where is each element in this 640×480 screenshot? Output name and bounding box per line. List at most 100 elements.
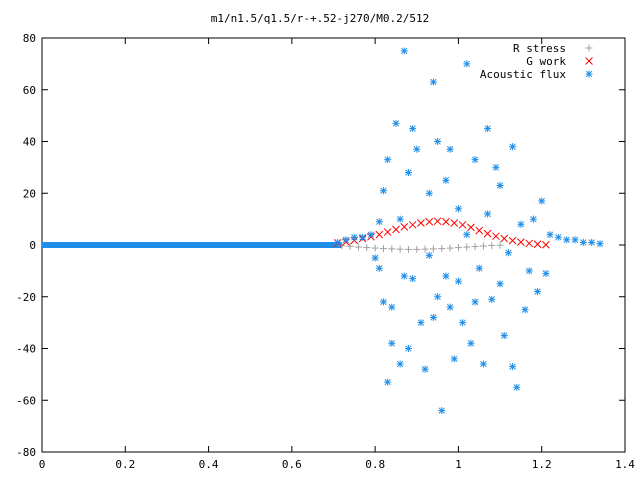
legend-label: R stress (513, 42, 566, 55)
data-point (446, 303, 454, 311)
data-point (554, 233, 562, 241)
data-point (400, 223, 409, 231)
chart-title: m1/n1.5/q1.5/r-+.52-j270/M0.2/512 (211, 12, 430, 25)
data-point (359, 233, 367, 241)
data-point (409, 125, 417, 133)
data-point (404, 245, 412, 253)
data-point (379, 245, 387, 253)
y-tick-label: -80 (16, 446, 36, 459)
data-point (538, 197, 546, 205)
data-point (371, 244, 379, 252)
data-point (500, 234, 509, 243)
data-point (517, 238, 525, 247)
data-point (459, 319, 467, 327)
data-point (346, 242, 354, 250)
data-point (429, 245, 437, 253)
data-point (508, 236, 517, 245)
x-tick-label: 0.4 (199, 458, 219, 471)
legend-label: Acoustic flux (480, 68, 566, 81)
legend-label: G work (526, 55, 566, 68)
series-r-stress (338, 241, 504, 253)
data-point (471, 298, 479, 306)
data-point (425, 217, 434, 226)
data-point (367, 231, 375, 239)
data-point (446, 145, 454, 153)
data-point (388, 245, 396, 253)
data-point (463, 231, 471, 239)
y-tick-label: 80 (23, 32, 36, 45)
data-point (463, 243, 471, 251)
data-point (467, 223, 475, 232)
data-point (413, 245, 421, 253)
legend-marker (585, 70, 593, 78)
data-point (375, 264, 383, 272)
data-point (450, 355, 458, 363)
data-point (408, 220, 417, 229)
data-point (392, 225, 400, 234)
data-point (409, 275, 417, 283)
data-point (400, 272, 408, 280)
y-tick-label: -40 (16, 343, 36, 356)
data-point (388, 303, 396, 311)
data-point (396, 245, 404, 253)
y-tick-label: 40 (23, 136, 36, 149)
data-point (392, 119, 400, 127)
data-point (525, 267, 533, 275)
data-point (438, 245, 446, 253)
x-tick-label: 1.2 (532, 458, 552, 471)
data-point (517, 220, 525, 228)
data-point (434, 138, 442, 145)
data-point (458, 220, 467, 229)
series-acoustic-flux (334, 47, 604, 415)
data-point (417, 219, 425, 227)
data-point (442, 272, 450, 280)
data-point (588, 238, 596, 246)
data-point (379, 187, 387, 195)
data-point (384, 156, 392, 164)
data-point (438, 407, 446, 415)
data-point (488, 242, 496, 250)
data-point (563, 236, 571, 244)
data-point (492, 232, 500, 241)
data-point (525, 239, 534, 248)
y-tick-label: 20 (23, 187, 36, 200)
data-point (396, 360, 404, 368)
data-point (454, 244, 462, 252)
legend-marker (585, 57, 593, 65)
data-point (579, 238, 587, 246)
data-point (363, 244, 371, 252)
data-point (434, 293, 442, 301)
x-tick-label: 0.8 (365, 458, 385, 471)
data-point (496, 280, 504, 288)
data-point (496, 181, 504, 189)
data-point (463, 60, 471, 68)
data-point (533, 240, 542, 249)
data-point (396, 215, 404, 223)
data-point (425, 189, 433, 197)
data-point (571, 236, 579, 244)
data-point (471, 243, 479, 251)
data-point (354, 243, 362, 251)
series-g-work (333, 217, 550, 249)
data-point (542, 269, 550, 277)
data-point (454, 277, 462, 285)
data-point (492, 163, 500, 171)
data-point (383, 228, 392, 236)
legend-marker (585, 44, 593, 52)
data-point (425, 251, 433, 259)
data-point (467, 339, 475, 347)
data-point (413, 145, 421, 153)
data-point (404, 169, 412, 177)
data-point (483, 229, 492, 238)
data-point (509, 143, 517, 151)
data-point (504, 249, 512, 257)
data-point (509, 363, 517, 371)
data-point (450, 219, 459, 227)
acoustic-flux-baseline (42, 242, 342, 248)
data-point (484, 210, 492, 218)
data-point (400, 47, 408, 55)
data-point (375, 230, 384, 239)
data-point (375, 218, 383, 226)
x-axis: 0 0.2 0.4 0.6 0.8 1 1.2 1.4 (39, 38, 635, 471)
